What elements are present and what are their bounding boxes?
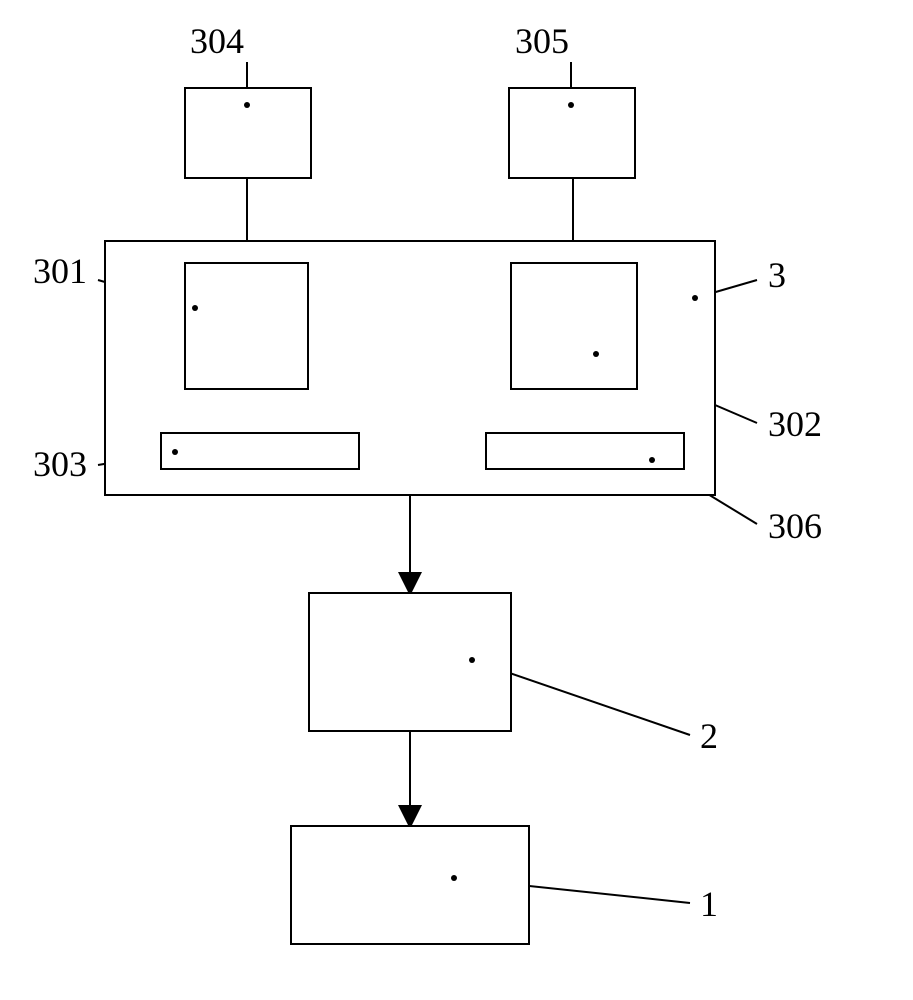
leader-dot-0 — [244, 102, 250, 108]
leader-dot-1 — [568, 102, 574, 108]
label-lbl3: 3 — [768, 254, 786, 296]
node-box2 — [308, 592, 512, 732]
label-lbl301: 301 — [33, 250, 87, 292]
label-lbl306: 306 — [768, 505, 822, 547]
label-lbl2: 2 — [700, 715, 718, 757]
leader-dot-7 — [469, 657, 475, 663]
label-lbl1: 1 — [700, 883, 718, 925]
node-box305 — [508, 87, 636, 179]
leader-dot-6 — [649, 457, 655, 463]
label-lbl303: 303 — [33, 443, 87, 485]
leader-dot-5 — [172, 449, 178, 455]
leader-dot-3 — [692, 295, 698, 301]
leader-dot-4 — [593, 351, 599, 357]
node-box306 — [485, 432, 685, 470]
leader-dot-2 — [192, 305, 198, 311]
node-box303 — [160, 432, 360, 470]
node-box304 — [184, 87, 312, 179]
label-lbl305: 305 — [515, 20, 569, 62]
label-lbl304: 304 — [190, 20, 244, 62]
leader-dot-8 — [451, 875, 457, 881]
node-box1 — [290, 825, 530, 945]
label-lbl302: 302 — [768, 403, 822, 445]
node-box301 — [184, 262, 309, 390]
node-box302 — [510, 262, 638, 390]
